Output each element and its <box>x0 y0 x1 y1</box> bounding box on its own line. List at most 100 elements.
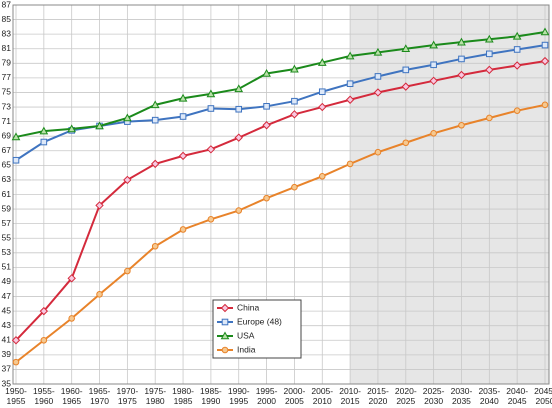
y-tick-label: 65 <box>2 160 12 170</box>
x-tick-label: 1985-1990 <box>200 386 222 406</box>
y-tick-label: 47 <box>2 291 12 301</box>
marker <box>11 132 21 141</box>
legend-label: China <box>237 302 259 312</box>
marker <box>540 27 550 36</box>
marker <box>429 40 438 49</box>
marker <box>486 50 493 58</box>
marker <box>373 47 383 56</box>
legend-label: India <box>237 344 256 354</box>
marker <box>262 68 271 77</box>
marker <box>95 201 104 210</box>
y-tick-label: 41 <box>2 335 12 345</box>
y-tick-label: 85 <box>2 14 12 24</box>
y-tick-label: 35 <box>2 378 12 388</box>
marker <box>317 58 327 66</box>
marker <box>374 73 382 80</box>
y-tick-label: 77 <box>2 72 12 82</box>
marker <box>457 37 466 46</box>
marker <box>458 55 465 63</box>
marker <box>318 172 326 180</box>
marker <box>345 51 355 60</box>
y-tick-label: 37 <box>2 364 12 374</box>
y-tick-label: 57 <box>2 218 12 228</box>
marker <box>346 160 354 168</box>
marker <box>457 70 466 80</box>
y-tick-label: 59 <box>2 203 12 213</box>
marker <box>512 31 522 40</box>
marker <box>96 291 103 298</box>
marker <box>290 64 299 73</box>
marker <box>151 159 160 169</box>
series-line <box>15 103 546 363</box>
y-tick-label: 53 <box>2 247 12 257</box>
x-tick-label: 1960-1965 <box>61 386 83 406</box>
marker <box>207 215 215 223</box>
y-tick-label: 43 <box>2 320 12 330</box>
y-tick-label: 73 <box>2 101 12 111</box>
marker <box>221 318 229 326</box>
marker <box>220 331 230 340</box>
marker <box>221 346 229 354</box>
y-tick-label: 75 <box>2 87 12 97</box>
marker <box>40 138 48 146</box>
x-tick-label: 2020-2025 <box>395 386 417 406</box>
marker <box>402 139 410 147</box>
y-tick-label: 69 <box>2 130 12 140</box>
x-tick-label: 2035-2040 <box>478 386 500 406</box>
series-line <box>15 30 546 138</box>
marker <box>429 76 438 86</box>
marker <box>234 84 244 93</box>
marker <box>123 175 132 185</box>
x-tick-label: 1975-1980 <box>144 386 166 406</box>
marker <box>291 183 298 191</box>
x-tick-label: 1990-1995 <box>228 386 250 406</box>
marker <box>513 107 521 114</box>
marker <box>12 156 20 164</box>
marker <box>401 44 411 53</box>
marker <box>234 133 243 142</box>
marker <box>11 336 21 345</box>
x-tick-label: 1995-2000 <box>256 386 278 406</box>
y-tick-label: 39 <box>2 349 12 359</box>
marker <box>235 105 243 113</box>
marker <box>541 101 549 109</box>
y-tick-label: 51 <box>2 262 12 272</box>
marker <box>541 41 549 49</box>
x-tick-label: 1970-1975 <box>116 386 138 406</box>
marker <box>291 97 298 105</box>
marker <box>513 46 521 53</box>
marker <box>39 306 49 316</box>
y-tick-label: 79 <box>2 58 12 68</box>
marker <box>39 126 49 135</box>
y-tick-label: 49 <box>2 276 12 286</box>
x-tick-label: 2040-2045 <box>506 386 528 406</box>
marker <box>540 56 550 66</box>
marker <box>263 103 270 110</box>
x-tick-label: 2000-2005 <box>284 386 306 406</box>
y-tick-label: 83 <box>2 28 12 38</box>
plot-border <box>12 4 550 385</box>
marker <box>458 121 465 129</box>
marker <box>263 194 270 202</box>
marker <box>290 110 299 119</box>
marker <box>68 315 75 322</box>
y-tick-label: 87 <box>2 0 12 9</box>
marker <box>207 105 215 112</box>
marker <box>430 61 437 69</box>
marker <box>67 124 77 133</box>
marker <box>179 226 187 233</box>
marker <box>346 80 354 88</box>
marker <box>401 82 410 91</box>
x-tick-label: 2030-2035 <box>451 386 473 406</box>
marker <box>402 66 410 74</box>
marker <box>179 113 187 120</box>
y-tick-label: 55 <box>2 232 12 242</box>
marker <box>123 113 132 122</box>
x-tick-label: 1950-1955 <box>5 386 27 406</box>
series-line <box>15 60 546 341</box>
x-tick-label: 1965-1970 <box>89 386 111 406</box>
y-tick-label: 67 <box>2 145 12 155</box>
marker <box>178 93 188 102</box>
x-tick-label: 2025-2030 <box>423 386 445 406</box>
